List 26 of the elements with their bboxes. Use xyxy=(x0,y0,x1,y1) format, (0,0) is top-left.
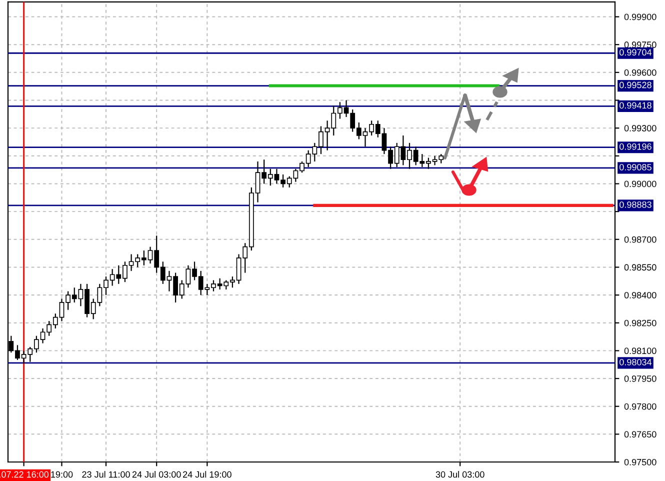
y-tick-label: 0.97950 xyxy=(624,375,656,382)
y-tick-label: 0.98550 xyxy=(624,264,656,271)
x-tick-label: 24 Jul 03:00 xyxy=(132,471,181,478)
ref-line-label: 0.98883 xyxy=(620,201,652,208)
y-tick-label: 0.97650 xyxy=(624,431,656,438)
ref-line-label: 0.99085 xyxy=(620,164,652,170)
y-tick-label: 0.98400 xyxy=(624,292,656,298)
x-tick-label: .07.22 16:00 xyxy=(0,471,49,478)
y-tick-label: 0.99600 xyxy=(624,69,656,76)
y-tick-label: 0.99000 xyxy=(624,180,656,188)
ref-line-label: 0.99418 xyxy=(620,102,652,109)
y-tick-label: 0.98700 xyxy=(624,236,656,243)
ref-line-label: 0.99196 xyxy=(620,143,652,150)
x-tick-label: 23 Jul 11:00 xyxy=(82,471,130,478)
y-tick-label: 0.99300 xyxy=(624,125,656,132)
y-tick-label: 0.98100 xyxy=(624,348,656,354)
x-tick-label: 30 Jul 03:00 xyxy=(436,471,484,478)
y-tick-label: 0.97800 xyxy=(624,403,656,410)
x-tick-label: 24 Jul 19:00 xyxy=(183,471,232,478)
y-tick-label: 0.98250 xyxy=(624,320,656,326)
y-tick-label: 0.97500 xyxy=(624,458,656,466)
ref-line-label: 0.99704 xyxy=(620,49,652,56)
ref-line-label: 0.99528 xyxy=(620,82,652,88)
ref-line-label: 0.98034 xyxy=(620,358,652,366)
y-tick-label: 0.99900 xyxy=(624,14,656,20)
x-tick-label: 19:00 xyxy=(51,471,73,478)
